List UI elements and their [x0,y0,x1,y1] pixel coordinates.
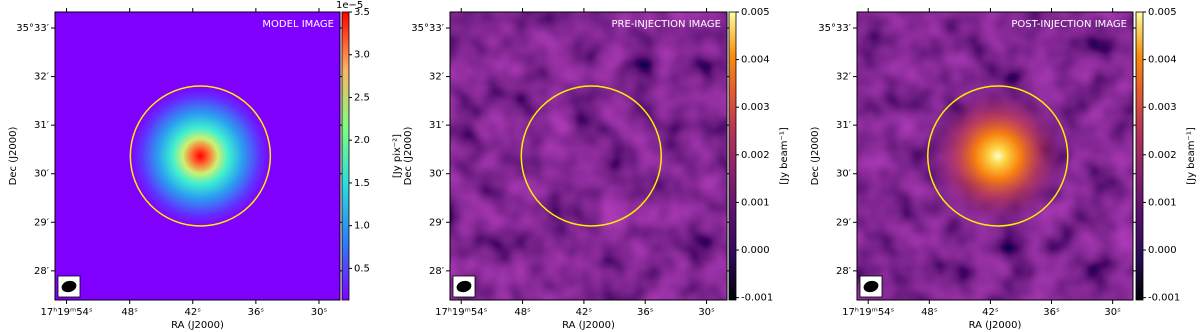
x-tick-label: 30ˢ [1104,307,1121,318]
beam [863,280,879,293]
x-axis-label: RA (J2000) [562,320,615,331]
x-tick-label: 42ˢ [185,307,202,318]
y-tick-label: 28′ [429,266,445,277]
model-source [130,86,271,226]
y-tick-label: 32′ [836,72,852,83]
colorbar-tick-label: 0.001 [741,197,770,208]
colorbar-tick-label: 2.0 [354,135,370,146]
colorbar-tick-label: 0.004 [741,55,770,66]
panel: MODEL IMAGE 17ʰ19ᵐ54ˢ 48ˢ 42ˢ 36ˢ 30ˢ 35°33′ 32… [8,0,403,331]
colorbar-tick-label: 0.5 [354,263,370,274]
y-tick-label: 30′ [836,169,852,180]
axes-frame [856,11,1134,301]
y-tick-label: 29′ [34,217,50,228]
y-tick-label: 28′ [836,266,852,277]
x-tick-label: 36ˢ [248,307,265,318]
colorbar [1135,11,1144,301]
beam [61,280,77,293]
x-tick-label: 48ˢ [121,307,138,318]
colorbar-tick-label: 0.005 [1148,7,1177,18]
y-tick-label: 30′ [429,169,445,180]
colorbar-tick-label: -0.001 [1148,293,1180,304]
x-tick-label: 42ˢ [982,307,999,318]
colorbar-tick-label: 0.003 [741,102,770,113]
panel: PRE-INJECTION IMAGE 17ʰ19ᵐ54ˢ 48ˢ 42ˢ 36ˢ 30ˢ… [403,7,790,331]
colorbar-tick-label: 0.001 [1148,197,1177,208]
colorbar-label: [Jy beam⁻¹] [779,127,790,185]
y-tick-label: 35°33′ [818,23,851,34]
colorbar-tick-label: 0.000 [741,245,770,256]
colorbar-tick-label: 3.5 [354,7,370,18]
colorbar [341,11,350,301]
x-tick-label: 30ˢ [311,307,328,318]
axes-frame [54,11,341,301]
y-axis-label: Dec (J2000) [403,127,414,186]
colorbar-tick-label: 1.0 [354,221,370,232]
aperture-circle [129,85,272,227]
x-tick-label: 30ˢ [698,307,715,318]
y-tick-label: 35°33′ [16,23,49,34]
x-tick-label: 17ʰ19ᵐ54ˢ [40,307,92,318]
x-tick-label: 36ˢ [637,307,654,318]
colorbar-tick-label: 2.5 [354,92,370,103]
y-tick-label: 31′ [34,120,50,131]
colorbar-tick-label: 0.005 [741,7,770,18]
colorbar-tick-label: 0.002 [1148,150,1177,161]
colorbar-offset: 1e−5 [336,0,363,11]
colorbar-tick-label: -0.001 [741,293,773,304]
x-tick-label: 48ˢ [514,307,531,318]
aperture-circle [520,85,663,227]
colorbar-tick-label: 0.003 [1148,102,1177,113]
panel-title: POST-INJECTION IMAGE [1011,19,1127,30]
colorbar-tick-label: 0.002 [741,150,770,161]
y-tick-label: 29′ [836,217,852,228]
x-axis-label: RA (J2000) [969,320,1022,331]
x-tick-label: 48ˢ [921,307,938,318]
x-tick-label: 42ˢ [576,307,593,318]
x-tick-label: 17ʰ19ᵐ54ˢ [842,307,894,318]
y-axis-label: Dec (J2000) [8,127,19,186]
y-axis-label: Dec (J2000) [810,127,821,186]
x-tick-label: 36ˢ [1043,307,1060,318]
y-tick-label: 35°33′ [411,23,444,34]
y-tick-label: 30′ [34,169,50,180]
aperture-circle [927,85,1069,227]
panel: POST-INJECTION IMAGE 17ʰ19ᵐ54ˢ 48ˢ 42ˢ 36ˢ 30… [810,7,1197,331]
colorbar-tick-label: 3.0 [354,50,370,61]
x-axis-label: RA (J2000) [171,320,224,331]
colorbar-label: [Jy pix⁻²] [392,134,403,178]
y-tick-label: 31′ [836,120,852,131]
colorbar-tick-label: 0.000 [1148,245,1177,256]
y-tick-label: 32′ [34,72,50,83]
injected-source [922,81,1073,231]
noise-texture [450,12,727,300]
panel-title: PRE-INJECTION IMAGE [612,19,721,30]
y-tick-label: 31′ [429,120,445,131]
panel-title: MODEL IMAGE [262,19,334,30]
x-tick-label: 17ʰ19ᵐ54ˢ [435,307,487,318]
colorbar-tick-label: 1.5 [354,178,370,189]
y-tick-label: 32′ [429,72,445,83]
y-tick-label: 29′ [429,217,445,228]
colorbar [728,11,737,301]
colorbar-tick-label: 0.004 [1148,55,1177,66]
beam [456,280,472,293]
y-tick-label: 28′ [34,266,50,277]
colorbar-label: [Jy beam⁻¹] [1186,127,1197,185]
axes-frame [449,11,728,301]
